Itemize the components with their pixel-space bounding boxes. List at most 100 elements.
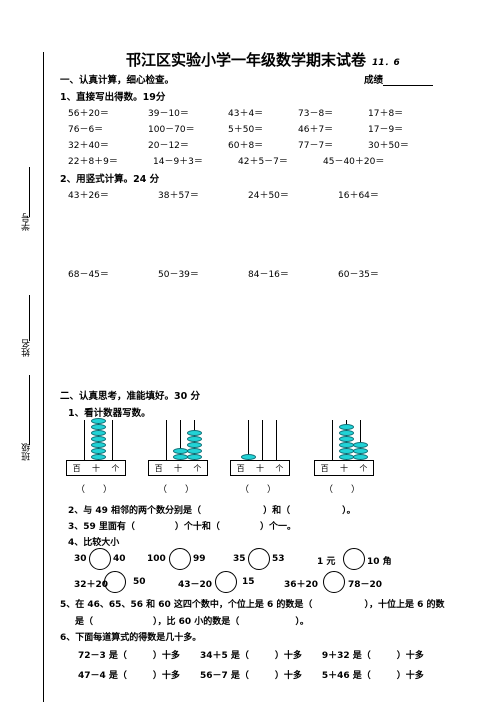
abacus-place-label: 百	[320, 463, 329, 473]
q2-item: 60－35＝	[338, 270, 379, 280]
cmp-left: 32＋20	[74, 580, 109, 590]
abacus-bead	[339, 436, 354, 442]
q1-item: 30＋50＝	[368, 141, 409, 151]
cmp-right: 99	[193, 554, 206, 564]
abacus-rod	[332, 420, 333, 460]
abacus-answer-blank[interactable]: （ ）	[158, 485, 195, 495]
p2-q5-line1: 5、在 46、65、56 和 60 这四个数中，个位上是 6 的数是（ ），十位上…	[60, 600, 445, 610]
side-xuehao: 学号	[22, 213, 32, 231]
compare-circle[interactable]	[215, 571, 237, 593]
compare-circle[interactable]	[248, 548, 270, 570]
q1-item: 45－40＋20＝	[323, 157, 385, 167]
abacus-rod	[166, 420, 167, 460]
side-line-2	[29, 295, 30, 341]
q1-item: 20－12＝	[148, 141, 189, 151]
abacus-bead	[353, 448, 368, 454]
compare-circle[interactable]	[104, 571, 126, 593]
abacus-place-label: 百	[72, 463, 81, 473]
q1-item: 39－10＝	[148, 109, 189, 119]
cmp-right: 40	[113, 554, 126, 564]
section-2-title: 二、认真思考，准能填好。30 分	[60, 391, 201, 402]
cmp-left: 43－20	[178, 580, 213, 590]
q1-item: 22＋8＋9＝	[68, 157, 118, 167]
q2-item: 50－39＝	[158, 270, 199, 280]
q1-item: 17＋8＝	[368, 109, 404, 119]
abacus-rod	[84, 420, 85, 460]
q1-item: 43＋4＝	[228, 109, 264, 119]
abacus-place-label: 十	[255, 463, 264, 473]
abacus-bead	[187, 436, 202, 442]
abacus: 百十 个 （ ）	[314, 420, 374, 500]
abacus-frame: 百十 个	[66, 460, 126, 476]
cmp-left: 36＋20	[284, 580, 319, 590]
q2-item: 68－45＝	[68, 270, 109, 280]
side-xingming: 姓名	[22, 339, 32, 357]
abacus-bead	[173, 448, 188, 454]
abacus-place-label: 百	[154, 463, 163, 473]
q1-item: 100－70＝	[148, 125, 195, 135]
abacus-bead	[187, 430, 202, 436]
abacus-bead	[241, 454, 256, 460]
q1-item: 14－9＋3＝	[153, 157, 203, 167]
compare-circle[interactable]	[343, 548, 365, 570]
q1-item: 42＋5－7＝	[238, 157, 288, 167]
p2-q5-line2: 是（ ），比 60 小的数是（）。	[75, 617, 309, 627]
p2-q2: 2、与 49 相邻的两个数分别是（ ）和（）。	[68, 506, 356, 516]
cmp-right: 78－20	[348, 580, 383, 590]
abacus-place-label: 个	[359, 463, 368, 473]
abacus-place-label: 十	[339, 463, 348, 473]
compare-circle[interactable]	[323, 571, 345, 593]
abacus-rod	[262, 420, 263, 460]
section-1-title: 一、认真计算，细心检查。	[60, 75, 175, 86]
q1-item: 56＋20＝	[68, 109, 109, 119]
score-blank[interactable]	[383, 76, 434, 86]
score-label: 成绩	[364, 72, 434, 86]
q1-item: 76－6＝	[68, 125, 104, 135]
abacus-bead	[187, 442, 202, 448]
side-line-1	[29, 167, 30, 217]
abacus-answer-blank[interactable]: （ ）	[240, 485, 277, 495]
abacus-bead	[353, 454, 368, 460]
q2-title: 2、用竖式计算。24 分	[60, 174, 160, 185]
abacus-bead	[91, 418, 106, 424]
q1-item: 46＋7＝	[298, 125, 334, 135]
abacus-frame: 百十 个	[148, 460, 208, 476]
q1-item: 5＋50＝	[228, 125, 264, 135]
q2-item: 43＋26＝	[68, 191, 109, 201]
cmp-left: 1 元	[317, 557, 336, 567]
cmp-right: 10 角	[367, 557, 392, 567]
q2-item: 24＋50＝	[248, 191, 289, 201]
date: 11．6	[372, 58, 400, 68]
compare-circle[interactable]	[89, 548, 111, 570]
side-banji: 班级	[22, 443, 32, 461]
abacus-bead	[91, 448, 106, 454]
side-line-3	[29, 375, 30, 445]
abacus-answer-blank[interactable]: （ ）	[324, 485, 361, 495]
abacus: 百十 个 （ ）	[230, 420, 290, 500]
cmp-left: 35	[233, 554, 246, 564]
abacus-bead	[187, 448, 202, 454]
abacus-bead	[339, 448, 354, 454]
compare-circle[interactable]	[169, 548, 191, 570]
abacus-frame: 百十 个	[230, 460, 290, 476]
abacus-bead	[91, 442, 106, 448]
q1-item: 60＋8＝	[228, 141, 264, 151]
abacus-rod	[276, 420, 277, 460]
abacus-bead	[339, 424, 354, 430]
abacus-place-label: 个	[111, 463, 120, 473]
abacus-bead	[91, 424, 106, 430]
p2-q1: 1、看计数器写数。	[68, 408, 151, 419]
q2-item: 16＋64＝	[338, 191, 379, 201]
cmp-left: 100	[147, 554, 166, 564]
abacus: 百十 个 （ ）	[66, 418, 126, 500]
abacus-rod	[112, 420, 113, 460]
abacus-bead	[91, 430, 106, 436]
p2-q3: 3、59 里面有（ ）个十和（ ）个一。	[68, 522, 296, 532]
q2-item: 84－16＝	[248, 270, 289, 280]
page-title: 邗江区实验小学一年级数学期末试卷	[126, 51, 367, 69]
q1-item: 17－9＝	[368, 125, 404, 135]
p2-q4: 4、比较大小	[68, 538, 120, 548]
abacus-bead	[187, 454, 202, 460]
abacus-answer-blank[interactable]: （ ）	[76, 485, 113, 495]
q6-row: 72－3 是（ ）十多 34＋5 是（ ）十多 9＋32 是（ ）十多	[78, 651, 424, 661]
